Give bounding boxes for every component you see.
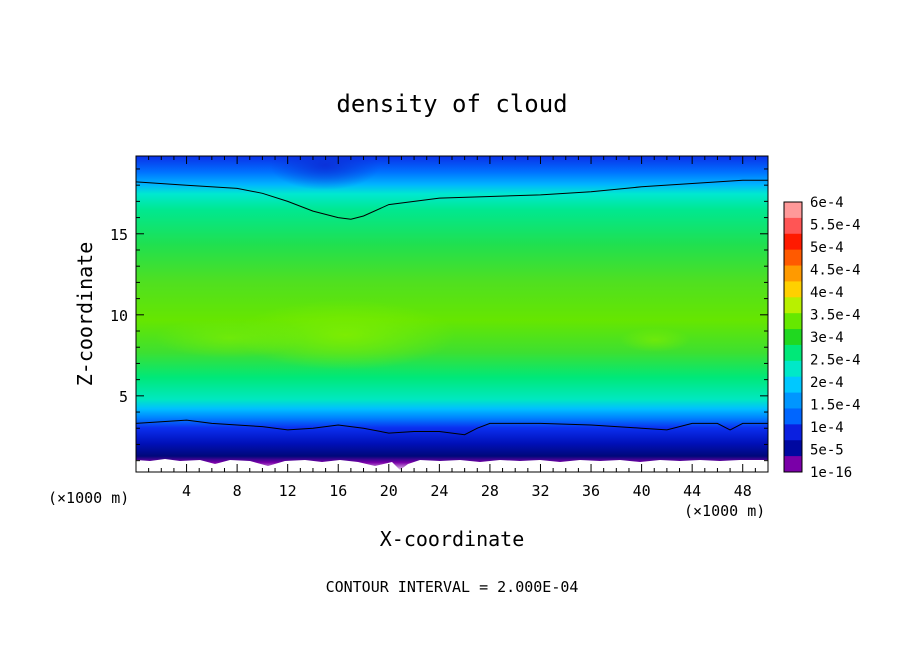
y-tick-label: 15 [110,226,128,244]
colorbar-label: 1.5e-4 [810,398,861,414]
chart-title: density of cloud [336,90,567,118]
colorbar-label: 3.5e-4 [810,308,861,324]
x-unit-right: (×1000 m) [684,502,765,520]
colorbar-label: 5.5e-4 [810,218,861,234]
colorbar-label: 5e-5 [810,443,844,459]
x-tick-label: 16 [329,482,347,500]
colorbar-swatch [784,392,802,409]
colorbar-swatch [784,217,802,235]
density-field [136,156,768,472]
y-axis-label: Z-coordinate [73,242,97,387]
x-tick-label: 4 [182,482,191,500]
colorbar-swatch [784,202,802,219]
colorbar-label: 4e-4 [810,285,844,301]
colorbar-swatch [784,249,802,267]
bottom-ragged-edge [136,459,768,472]
x-axis-ticks: 4 8 12 16 20 24 28 32 36 40 44 48 [148,156,756,500]
colorbar-label: 4.5e-4 [810,263,861,279]
plot-area [136,156,768,472]
colorbar-swatch [784,424,802,441]
colorbar-swatch [784,456,802,473]
x-tick-label: 8 [233,482,242,500]
x-unit-left: (×1000 m) [48,489,129,507]
colorbar: 1e-16 5e-5 1e-4 1.5e-4 2e-4 2.5e-4 3e-4 3.5e-4 4… [783,195,861,481]
colorbar-label: 6e-4 [810,195,844,211]
colorbar-swatch [784,440,802,457]
colorbar-label: 5e-4 [810,240,844,256]
left-high-density-blob [155,318,305,358]
colorbar-label: 2.5e-4 [810,353,861,369]
x-tick-label: 32 [531,482,549,500]
y-axis-ticks: 5 10 15 [110,168,768,462]
x-tick-label: 12 [279,482,297,500]
x-tick-label: 24 [430,482,448,500]
colorbar-swatch [784,233,802,251]
x-axis-label: X-coordinate [380,527,525,551]
right-high-density-blob [620,328,690,352]
contour-line-1 [136,419,768,436]
x-tick-label: 20 [380,482,398,500]
colorbar-label: 1e-4 [810,420,844,436]
colorbar-swatch [784,329,802,346]
colorbar-swatch [784,376,802,394]
colorbar-swatch [784,297,802,314]
colorbar-swatch [784,344,802,362]
y-tick-label: 5 [119,388,128,406]
y-tick-label: 10 [110,307,128,325]
x-tick-label: 44 [683,482,701,500]
colorbar-swatch [784,281,802,298]
upper-low-density-blob [270,156,380,190]
colorbar-frame [783,201,803,473]
colorbar-swatch [784,313,802,330]
x-tick-label: 28 [481,482,499,500]
contour-interval-footer: CONTOUR INTERVAL = 2.000E-04 [326,578,579,596]
central-high-density-blob [235,300,455,370]
contour-lines [136,179,768,436]
x-tick-label: 40 [633,482,651,500]
contour-line-0 [136,179,768,220]
colorbar-label: 3e-4 [810,330,844,346]
colorbar-swatch [784,360,802,378]
x-tick-label: 36 [582,482,600,500]
colorbar-label: 1e-16 [810,465,852,481]
colorbar-swatch [784,265,802,282]
x-tick-label: 48 [734,482,752,500]
colorbar-label: 2e-4 [810,375,844,391]
colorbar-swatch [784,408,802,425]
